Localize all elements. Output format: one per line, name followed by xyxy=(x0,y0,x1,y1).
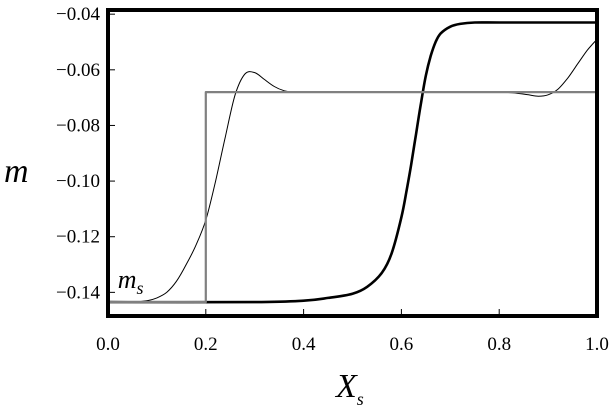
x-tick-label: 0.4 xyxy=(292,334,316,355)
x-axis-label-main: X xyxy=(334,368,358,405)
y-tick-label: −0.12 xyxy=(56,227,100,248)
x-tick-label: 0.8 xyxy=(487,334,511,355)
y-tick-label: −0.08 xyxy=(56,115,100,136)
series-thick-black-line xyxy=(108,21,597,304)
x-tick-label: 0.0 xyxy=(96,334,120,355)
ms-annotation: ms xyxy=(118,265,144,298)
ms-annotation-subscript: s xyxy=(137,278,144,298)
series-layer xyxy=(108,21,597,304)
x-axis-label-subscript: s xyxy=(357,389,364,409)
series-thin-black-line xyxy=(108,38,597,303)
ms-annotation-main: m xyxy=(118,265,137,294)
x-axis-label: Xs xyxy=(334,368,364,409)
x-tick-label: 0.2 xyxy=(194,334,218,355)
y-axis-label: m xyxy=(4,153,29,190)
x-tick-label: 0.6 xyxy=(390,334,414,355)
y-tick-label: −0.14 xyxy=(56,282,100,303)
y-tick-label: −0.04 xyxy=(56,4,100,25)
y-tick-label: −0.10 xyxy=(56,171,100,192)
plot-frame xyxy=(106,8,599,318)
series-gray-step-line xyxy=(108,91,597,304)
tick-layer: 0.0 0.2 0.4 0.6 0.8 1.0 −0.14 −0.12 −0.10 −0.08 −0… xyxy=(56,4,609,355)
y-tick-label: −0.06 xyxy=(56,60,100,81)
x-tick-label: 1.0 xyxy=(585,334,609,355)
